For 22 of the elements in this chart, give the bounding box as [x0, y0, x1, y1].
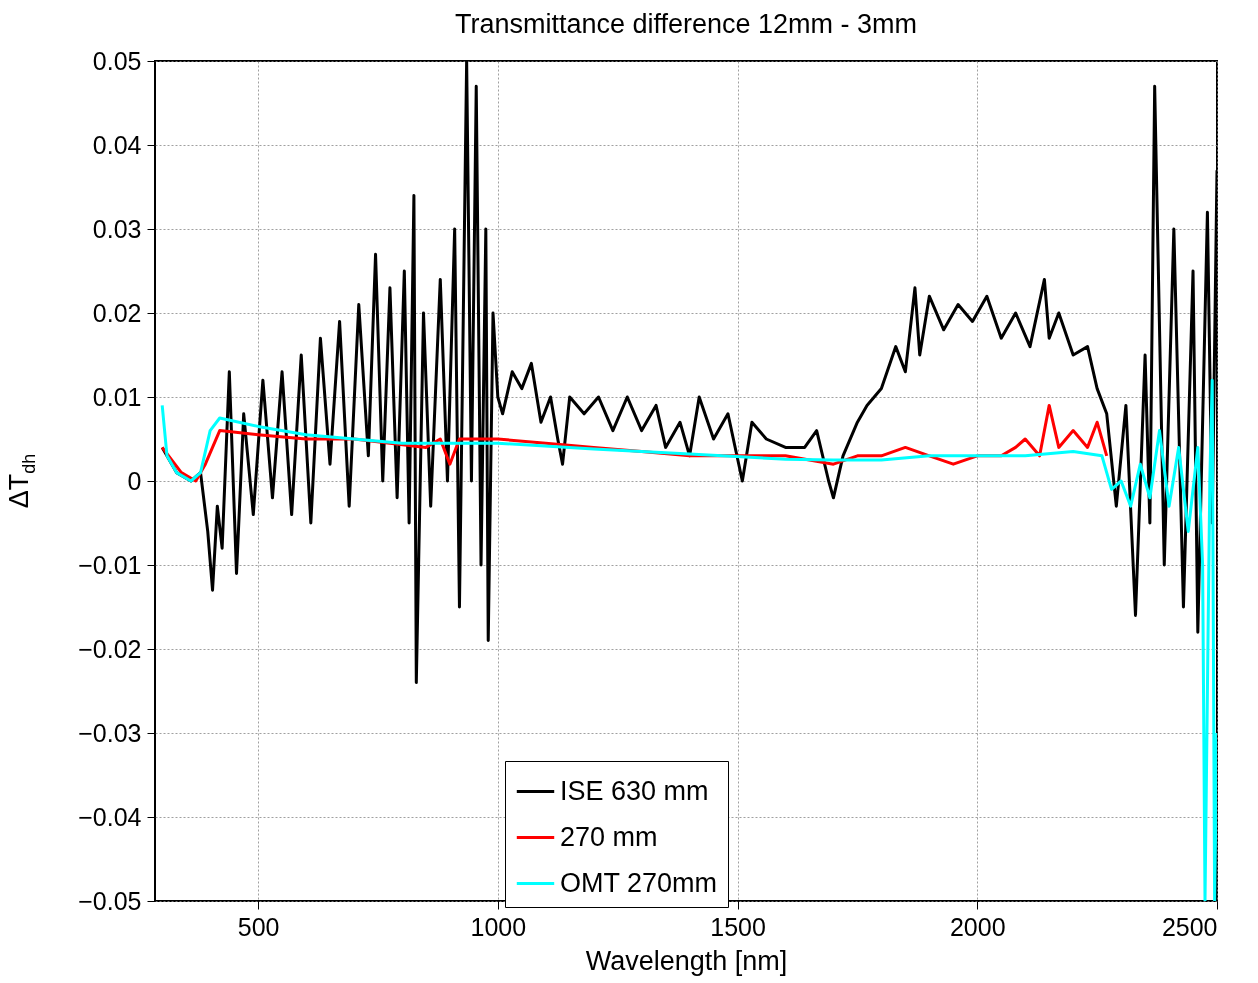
- x-tick-label: 2000: [949, 912, 1006, 941]
- y-tick-label: 0.03: [92, 214, 142, 243]
- y-tick-label: 0: [127, 466, 142, 495]
- y-tick-label: −0.05: [78, 886, 142, 915]
- y-tick-label: −0.02: [78, 634, 142, 663]
- legend-label: 270 mm: [560, 821, 658, 852]
- legend-label: ISE 630 mm: [560, 775, 709, 806]
- chart-title: Transmittance difference 12mm - 3mm: [454, 9, 918, 39]
- legend-label: OMT 270mm: [560, 867, 718, 898]
- y-tick-label: −0.04: [78, 802, 142, 831]
- y-tick-label: 0.01: [92, 382, 142, 411]
- y-tick-label: −0.03: [78, 718, 142, 747]
- x-tick-label: 1500: [710, 912, 766, 941]
- x-axis-title: Wavelength [nm]: [585, 945, 788, 976]
- y-tick-label: −0.01: [78, 550, 142, 579]
- y-tick-label: 0.02: [92, 298, 142, 327]
- y-tick-label: 0.04: [92, 130, 142, 159]
- line-series: [160, 378, 1217, 901]
- x-tick-label: 1000: [470, 912, 527, 941]
- y-tick-label: 0.05: [92, 46, 142, 75]
- x-tick-label: 500: [237, 912, 280, 941]
- x-tick-label: 2500: [1161, 912, 1218, 941]
